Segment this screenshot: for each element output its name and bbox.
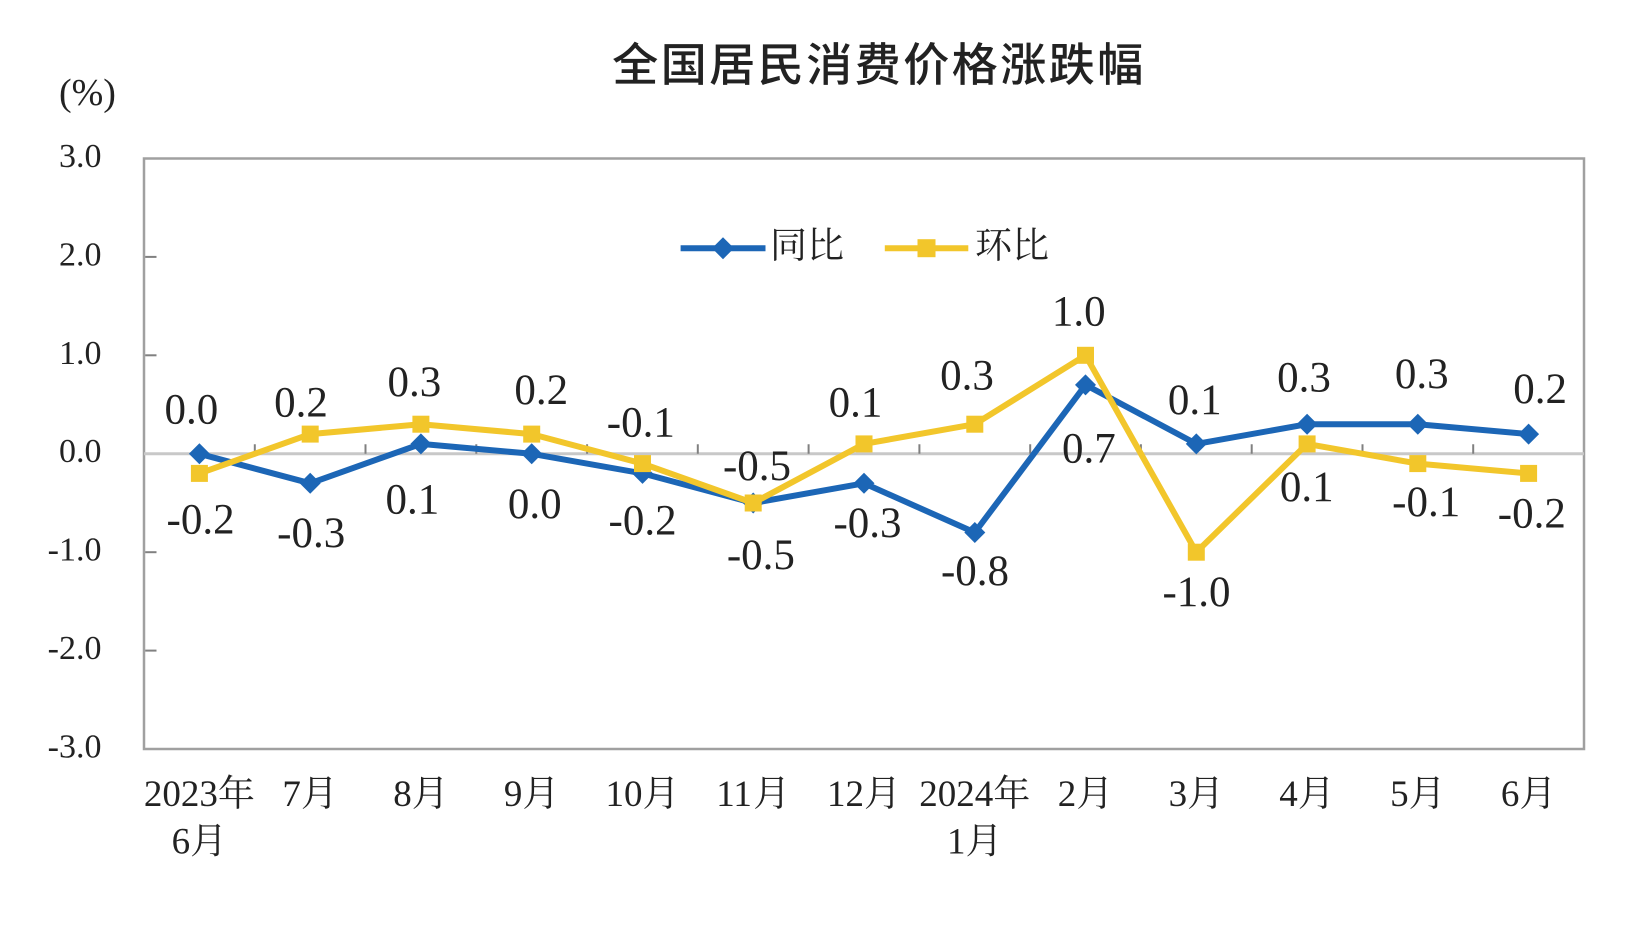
svg-text:8: 8 [393,774,412,815]
svg-text:9: 9 [504,774,523,815]
svg-text:0.1: 0.1 [1280,464,1334,511]
svg-text:-0.2: -0.2 [609,498,677,545]
svg-text:2024: 2024 [919,774,993,815]
svg-text:-0.2: -0.2 [1498,491,1566,538]
svg-text:-0.8: -0.8 [941,548,1009,595]
svg-text:6: 6 [1501,774,1520,815]
svg-text:1.0: 1.0 [59,335,102,372]
svg-text:-3.0: -3.0 [48,729,102,766]
svg-text:4: 4 [1279,774,1298,815]
svg-text:2: 2 [1058,774,1077,815]
svg-text:12: 12 [827,774,864,815]
svg-text:0.1: 0.1 [1168,377,1222,424]
svg-text:3.0: 3.0 [59,138,102,175]
svg-text:-0.5: -0.5 [723,443,791,490]
svg-text:5: 5 [1390,774,1409,815]
svg-text:-1.0: -1.0 [1162,569,1230,616]
svg-text:0.3: 0.3 [1395,351,1449,398]
svg-text:0.1: 0.1 [386,476,440,523]
svg-text:1.0: 1.0 [1052,288,1106,335]
svg-text:(%): (%) [59,72,116,114]
svg-text:0.2: 0.2 [274,380,328,427]
svg-text:-2.0: -2.0 [48,630,102,667]
svg-text:0.3: 0.3 [940,353,994,400]
svg-text:2023: 2023 [144,774,218,815]
svg-text:0.2: 0.2 [514,367,568,414]
svg-text:0.2: 0.2 [1513,366,1567,413]
svg-text:-0.3: -0.3 [833,500,901,547]
svg-text:0.1: 0.1 [829,380,883,427]
svg-text:0.0: 0.0 [59,433,102,470]
svg-text:6: 6 [172,822,191,863]
svg-text:11: 11 [716,774,752,815]
svg-text:2.0: 2.0 [59,236,102,273]
svg-text:1: 1 [947,822,966,863]
svg-text:0.3: 0.3 [388,359,442,406]
svg-text:-0.2: -0.2 [167,497,235,544]
svg-text:0.0: 0.0 [508,481,562,528]
svg-text:-0.5: -0.5 [727,532,795,579]
svg-text:3: 3 [1169,774,1188,815]
svg-text:-1.0: -1.0 [48,532,102,569]
svg-text:-0.1: -0.1 [1392,479,1460,526]
svg-text:7: 7 [282,774,301,815]
svg-text:10: 10 [606,774,643,815]
svg-text:-0.1: -0.1 [607,400,675,447]
svg-text:0.7: 0.7 [1062,426,1116,473]
svg-text:-0.3: -0.3 [277,510,345,557]
svg-text:0.3: 0.3 [1277,354,1331,401]
svg-text:0.0: 0.0 [165,387,219,434]
